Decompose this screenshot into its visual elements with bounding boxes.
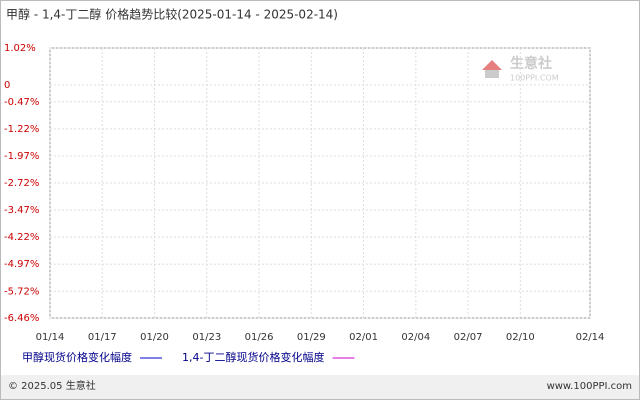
y-tick-label: -2.72% <box>4 178 39 189</box>
y-tick-label: -5.72% <box>4 286 39 297</box>
x-tick-label: 01/14 <box>36 332 65 343</box>
logo <box>482 60 502 70</box>
footer-right: www.100PPI.com <box>547 381 632 392</box>
x-tick-label: 01/23 <box>192 332 221 343</box>
x-tick-label: 02/01 <box>349 332 378 343</box>
x-tick-label: 02/10 <box>506 332 535 343</box>
logo <box>485 70 499 78</box>
chart-title: 甲醇 - 1,4-丁二醇 价格趋势比较(2025-01-14 - 2025-02… <box>6 7 338 22</box>
y-tick-label: -1.97% <box>4 151 39 162</box>
y-tick-label: 0 <box>4 80 10 91</box>
watermark-site: 100PPI.COM <box>510 74 559 83</box>
watermark-brand: 生意社 <box>510 55 552 72</box>
y-tick-label: -4.22% <box>4 232 39 243</box>
y-tick-label: -1.22% <box>4 124 39 135</box>
watermark: 生意社 100PPI.COM <box>482 55 559 83</box>
y-tick-label: -6.46% <box>4 313 39 324</box>
x-tick-label: 01/26 <box>245 332 274 343</box>
y-tick-label: -4.97% <box>4 259 39 270</box>
x-tick-label: 02/14 <box>576 332 605 343</box>
x-tick-label: 01/20 <box>140 332 169 343</box>
footer-bar <box>1 375 639 399</box>
x-tick-label: 02/07 <box>454 332 483 343</box>
y-tick-label: -3.47% <box>4 205 39 216</box>
x-tick-label: 01/29 <box>297 332 326 343</box>
x-tick-label: 02/04 <box>401 332 430 343</box>
x-tick-label: 01/17 <box>88 332 117 343</box>
legend-label: 1,4-丁二醇现货价格变化幅度 <box>182 350 324 364</box>
legend-label: 甲醇现货价格变化幅度 <box>22 350 132 364</box>
y-tick-label: -0.47% <box>4 97 39 108</box>
footer-left: © 2025.05 生意社 <box>8 379 96 392</box>
y-tick-label: 1.02% <box>4 43 36 54</box>
